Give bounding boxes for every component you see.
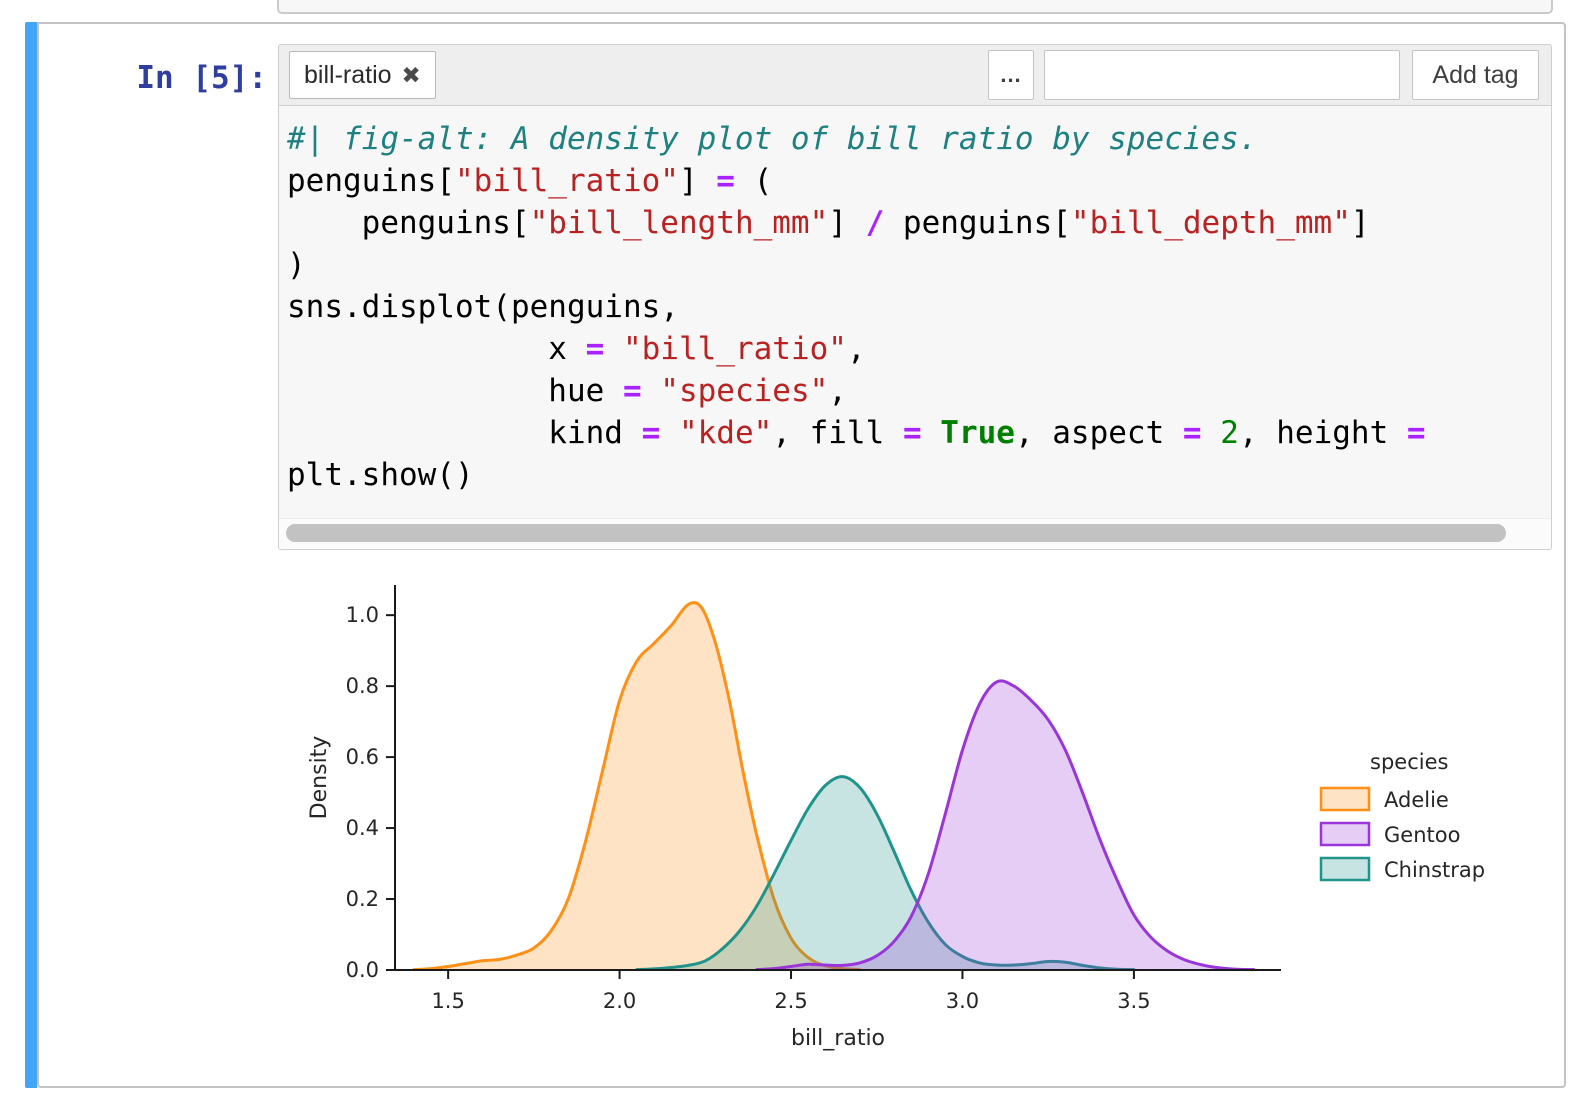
legend: species Adelie Gentoo Chinstrap xyxy=(1319,750,1485,882)
tag-remove-icon[interactable]: ✖ xyxy=(401,61,421,88)
kde-curve-gentoo xyxy=(755,679,1256,972)
legend-label-gentoo: Gentoo xyxy=(1384,823,1460,847)
horizontal-scrollbar-track xyxy=(279,518,1551,549)
code-line: kind = "kde", fill = True, aspect = 2, h… xyxy=(287,415,1426,451)
y-tick-label: 0.6 xyxy=(346,745,379,769)
code-line: hue = "species", xyxy=(287,373,847,409)
legend-swatch-gentoo xyxy=(1319,821,1371,847)
kde-curve-adelie xyxy=(412,601,862,972)
more-tags-button[interactable]: ... xyxy=(988,50,1034,100)
previous-cell-remnant xyxy=(277,0,1553,14)
tag-chip: bill-ratio ✖ xyxy=(289,51,436,99)
horizontal-scrollbar-thumb[interactable] xyxy=(286,524,1506,542)
x-tick-label: 1.5 xyxy=(431,989,464,1013)
add-tag-button[interactable]: Add tag xyxy=(1412,50,1539,100)
code-line: sns.displot(penguins, xyxy=(287,289,679,325)
kde-fill-adelie xyxy=(413,602,860,970)
code-line: #| fig-alt: A density plot of bill ratio… xyxy=(287,121,1258,157)
x-tick-label: 3.5 xyxy=(1117,989,1150,1013)
x-tick-label: 2.5 xyxy=(774,989,807,1013)
tag-label: bill-ratio xyxy=(304,60,392,89)
output-figure: 1.5 2.0 2.5 3.0 3.5 0.0 0.2 0.4 0.6 0.8 1.0 bill_ra… xyxy=(292,572,1564,1058)
code-line: ) xyxy=(287,247,306,283)
kde-curve-chinstrap xyxy=(635,775,1136,972)
legend-label-chinstrap: Chinstrap xyxy=(1384,858,1485,882)
legend-swatch-adelie xyxy=(1319,786,1371,812)
code-lines: #| fig-alt: A density plot of bill ratio… xyxy=(279,106,1551,496)
axes: 1.5 2.0 2.5 3.0 3.5 0.0 0.2 0.4 0.6 0.8 1.0 bill_ra… xyxy=(307,585,1281,1051)
code-line: plt.show() xyxy=(287,457,474,493)
x-tick-label: 3.0 xyxy=(946,989,979,1013)
code-editor[interactable]: #| fig-alt: A density plot of bill ratio… xyxy=(278,105,1552,550)
kde-fill-gentoo xyxy=(756,680,1254,970)
code-line: penguins["bill_ratio"] = ( xyxy=(287,163,773,199)
y-tick-label: 0.2 xyxy=(346,887,379,911)
kde-fill-chinstrap xyxy=(636,776,1134,970)
y-tick-label: 1.0 xyxy=(346,603,379,627)
x-tick-label: 2.0 xyxy=(603,989,636,1013)
kde-curves xyxy=(412,601,1256,972)
legend-title: species xyxy=(1370,750,1448,774)
code-line: x = "bill_ratio", xyxy=(287,331,866,367)
code-line: penguins["bill_length_mm"] / penguins["b… xyxy=(287,205,1370,241)
y-tick-label: 0.0 xyxy=(346,958,379,982)
legend-label-adelie: Adelie xyxy=(1384,788,1449,812)
y-tick-label: 0.4 xyxy=(346,816,379,840)
legend-swatch-chinstrap xyxy=(1319,856,1371,882)
tag-input[interactable] xyxy=(1044,50,1400,100)
input-prompt: In [5]: xyxy=(136,60,267,96)
y-axis-label: Density xyxy=(307,736,332,820)
y-tick-label: 0.8 xyxy=(346,674,379,698)
x-axis-label: bill_ratio xyxy=(791,1026,885,1051)
tag-toolbar: bill-ratio ✖ ... Add tag xyxy=(278,44,1552,106)
code-cell: In [5]: bill-ratio ✖ ... Add tag #| fig-… xyxy=(37,22,1566,1088)
cell-selection-bar[interactable] xyxy=(25,22,37,1088)
output-figure-svg: 1.5 2.0 2.5 3.0 3.5 0.0 0.2 0.4 0.6 0.8 1.0 bill_ra… xyxy=(307,585,1485,1051)
